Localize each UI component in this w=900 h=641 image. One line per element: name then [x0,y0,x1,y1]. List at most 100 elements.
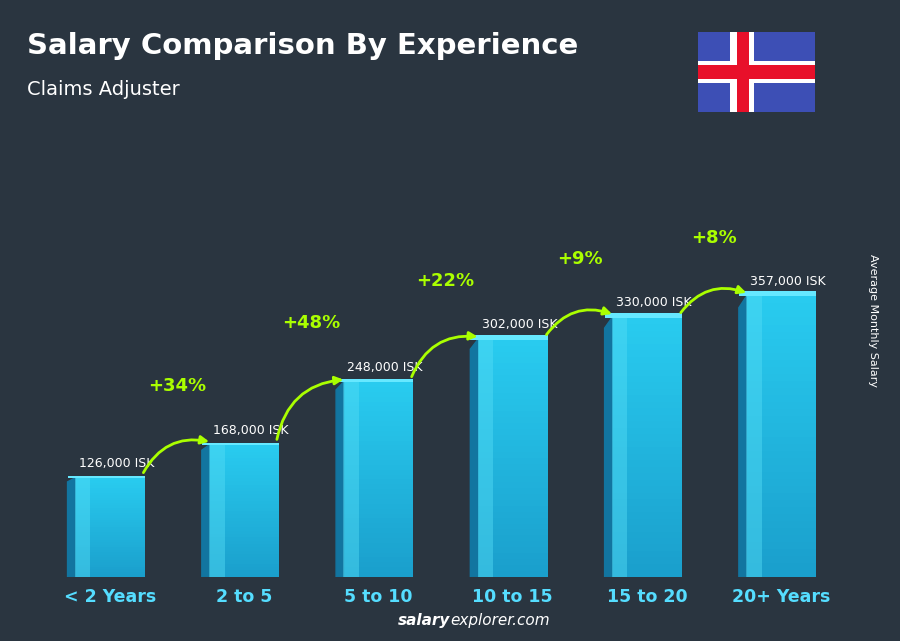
Bar [612,460,682,467]
Bar [612,337,682,344]
Bar [344,489,413,494]
Bar [612,415,682,421]
Bar [746,367,816,374]
Bar [344,445,413,450]
Bar [209,448,279,451]
Bar [746,388,816,395]
Bar [209,504,279,508]
Bar [471,335,547,340]
Bar [612,479,682,486]
Bar [746,493,816,500]
Bar [478,453,547,458]
Text: 126,000 ISK: 126,000 ISK [79,456,154,469]
Bar [612,570,682,577]
Bar [612,395,682,402]
Bar [209,528,279,531]
Bar [209,567,279,570]
Bar [75,540,145,542]
Bar [478,547,547,553]
Bar [746,465,816,472]
Bar [75,530,145,533]
Bar [612,408,682,415]
Bar [209,458,279,462]
Bar [478,553,547,559]
Bar [746,520,816,528]
Text: +48%: +48% [282,314,340,332]
Bar [478,446,547,453]
Bar [344,397,413,401]
Text: +22%: +22% [417,272,474,290]
Bar [209,534,279,537]
Bar [478,435,547,440]
Bar [612,447,682,454]
Bar [75,572,145,574]
Bar [478,375,547,381]
Bar [344,558,413,562]
Bar [746,324,816,331]
Bar [209,551,279,554]
Bar [344,465,413,470]
Text: 302,000 ISK: 302,000 ISK [482,318,557,331]
Bar [75,505,145,508]
Bar [344,440,413,445]
Bar [478,340,547,345]
Bar [209,554,279,557]
Bar [746,472,816,479]
Bar [344,533,413,538]
Bar [344,382,413,387]
Polygon shape [68,478,75,577]
Bar [344,528,413,533]
Bar [478,358,547,363]
Text: Salary Comparison By Experience: Salary Comparison By Experience [27,32,578,60]
Bar [209,471,279,474]
Bar [209,508,279,511]
Bar [344,392,413,397]
Bar [746,514,816,520]
Bar [344,387,413,392]
Bar [209,524,279,528]
Bar [478,422,547,429]
Bar [75,488,145,490]
Bar [746,374,816,381]
Bar [344,504,413,509]
Bar [209,531,279,534]
Bar [336,379,413,382]
Bar [209,547,279,551]
Bar [478,381,547,387]
Bar [746,444,816,451]
Bar [478,529,547,535]
Bar [209,478,279,481]
Bar [75,520,145,522]
Bar [478,363,547,369]
Bar [344,562,413,567]
Bar [344,382,359,577]
Bar [209,514,279,517]
Bar [478,494,547,500]
Bar [478,458,547,464]
Text: +9%: +9% [557,250,603,268]
Text: 357,000 ISK: 357,000 ISK [750,275,825,288]
Bar [746,556,816,563]
Bar [746,528,816,535]
Bar [75,493,145,495]
Bar [209,557,279,560]
Bar [75,567,145,569]
Bar [209,465,279,468]
Bar [746,507,816,514]
Text: Average Monthly Salary: Average Monthly Salary [868,254,878,387]
Bar [478,440,547,446]
Bar [75,552,145,554]
Bar [746,437,816,444]
Bar [478,506,547,512]
Bar [75,537,145,540]
Bar [344,567,413,572]
Bar [209,485,279,488]
Bar [344,436,413,440]
Bar [75,510,145,513]
Bar [478,417,547,422]
Polygon shape [605,318,612,577]
Bar [612,318,682,324]
Bar [746,338,816,345]
Bar [209,451,279,455]
Bar [209,494,279,497]
